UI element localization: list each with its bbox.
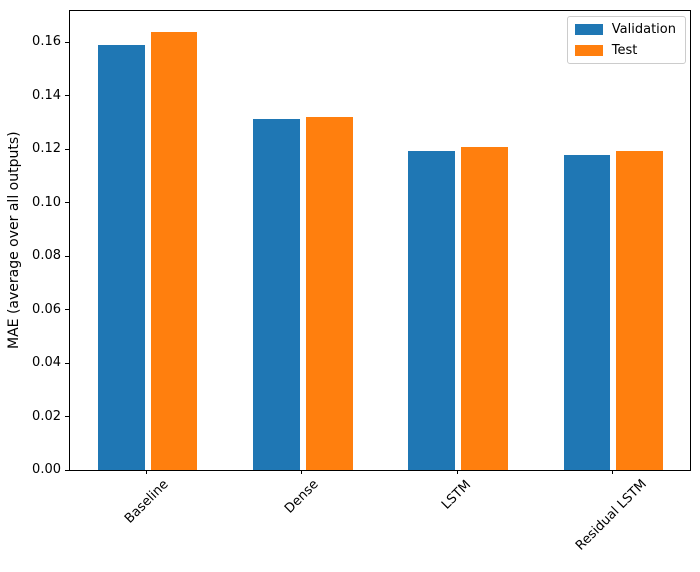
legend-swatch-test-icon [574, 45, 603, 56]
y-tick-mark [65, 416, 69, 417]
y-tick-mark [65, 202, 69, 204]
y-axis-label: MAE (average over all outputs) [6, 131, 22, 350]
legend-row-test: Test [574, 43, 676, 58]
bar-test-lstm [461, 146, 508, 470]
plot-area: Validation Test [69, 10, 691, 471]
bar-validation-residual-lstm [563, 155, 610, 470]
bar-test-dense [306, 117, 353, 470]
y-tick-label: 0.16 [32, 34, 61, 50]
y-tick-label: 0.04 [32, 355, 61, 371]
legend: Validation Test [566, 16, 686, 64]
bar-validation-baseline [98, 45, 145, 470]
y-tick-label: 0.10 [32, 194, 61, 210]
y-tick-mark [65, 255, 69, 257]
x-tick-label-lstm: LSTM [438, 477, 475, 513]
y-tick-mark [65, 148, 69, 150]
legend-swatch-validation-icon [574, 24, 603, 35]
legend-label-test: Test [611, 43, 638, 58]
x-tick-mark [456, 470, 458, 474]
y-tick-mark [65, 362, 69, 364]
bar-test-baseline [150, 31, 198, 470]
legend-row-validation: Validation [574, 22, 676, 37]
y-tick-label: 0.02 [32, 408, 61, 424]
y-tick-label: 0.00 [32, 462, 61, 477]
y-tick-label: 0.06 [32, 301, 61, 317]
bar-validation-lstm [408, 150, 455, 470]
x-tick-mark [301, 470, 303, 474]
x-tick-label-residual-lstm: Residual LSTM [573, 477, 651, 555]
x-tick-mark [611, 470, 613, 474]
x-tick-label-dense: Dense [281, 476, 322, 517]
bar-validation-dense [253, 119, 300, 470]
y-tick-mark [65, 41, 69, 43]
y-tick-label: 0.14 [32, 87, 61, 103]
y-tick-mark [65, 469, 69, 471]
y-tick-label: 0.08 [32, 248, 61, 264]
y-tick-label: 0.12 [32, 141, 61, 157]
bar-test-residual-lstm [616, 150, 663, 470]
y-tick-mark [65, 309, 69, 311]
legend-label-validation: Validation [611, 22, 676, 37]
x-tick-label-baseline: Baseline [121, 476, 172, 527]
y-tick-mark [65, 95, 69, 97]
x-tick-mark [146, 470, 148, 474]
